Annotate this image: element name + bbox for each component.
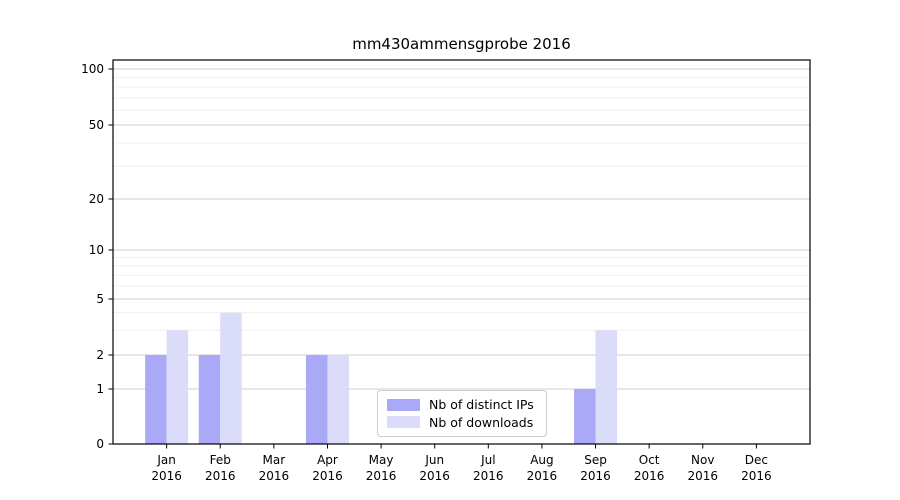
chart-title: mm430ammensgprobe 2016 bbox=[352, 35, 571, 53]
y-tick-label: 50 bbox=[89, 118, 104, 132]
x-tick-label: Jul 2016 bbox=[473, 453, 504, 483]
x-tick-label: Jun 2016 bbox=[419, 453, 450, 483]
x-tick-label: Feb 2016 bbox=[205, 453, 236, 483]
bar-sep-downloads bbox=[595, 330, 618, 444]
y-tick-label: 5 bbox=[96, 292, 104, 306]
bar-jan-downloads bbox=[166, 330, 189, 444]
x-tick-label: Aug 2016 bbox=[527, 453, 558, 483]
x-tick-label: May 2016 bbox=[366, 453, 397, 483]
x-tick-label: Mar 2016 bbox=[259, 453, 290, 483]
x-tick-label: Oct 2016 bbox=[634, 453, 665, 483]
x-tick-label: Apr 2016 bbox=[312, 453, 343, 483]
distinct-ips-swatch-icon bbox=[387, 398, 420, 411]
x-tick-label: Jan 2016 bbox=[151, 453, 182, 483]
plot-frame bbox=[112, 59, 811, 445]
downloads-swatch-icon bbox=[387, 416, 420, 429]
bar-jan-distinct-ips bbox=[145, 355, 167, 444]
bar-feb-downloads bbox=[220, 312, 242, 444]
y-tick-label: 20 bbox=[89, 192, 104, 206]
y-tick-label: 1 bbox=[96, 382, 104, 396]
legend-item-distinct-ips: Nb of distinct IPs bbox=[387, 397, 537, 412]
x-tick-label: Nov 2016 bbox=[687, 453, 718, 483]
bar-sep-distinct-ips bbox=[574, 389, 596, 444]
bar-apr-downloads bbox=[327, 355, 349, 444]
bar-apr-distinct-ips bbox=[305, 355, 328, 444]
bar-feb-distinct-ips bbox=[198, 355, 221, 444]
y-tick-label: 100 bbox=[81, 62, 104, 76]
legend-label-downloads: Nb of downloads bbox=[429, 414, 534, 430]
x-tick-label: Dec 2016 bbox=[741, 453, 772, 483]
y-tick-label: 10 bbox=[89, 243, 104, 257]
y-tick-label: 2 bbox=[96, 348, 104, 362]
legend-label-distinct-ips: Nb of distinct IPs bbox=[429, 397, 534, 413]
legend-item-downloads: Nb of downloads bbox=[387, 415, 537, 430]
legend: Nb of distinct IPs Nb of downloads bbox=[377, 390, 547, 437]
y-tick-label: 0 bbox=[96, 437, 104, 451]
x-tick-label: Sep 2016 bbox=[580, 453, 611, 483]
